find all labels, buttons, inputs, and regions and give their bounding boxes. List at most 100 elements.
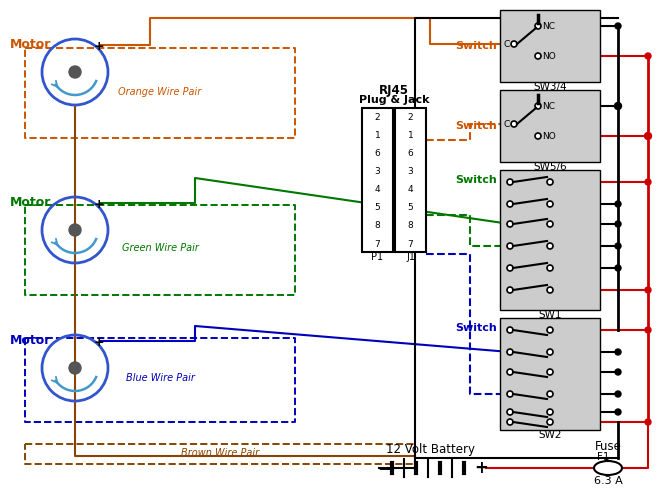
Circle shape (547, 369, 553, 375)
Text: +: + (474, 459, 488, 477)
Circle shape (547, 221, 553, 227)
Text: 6: 6 (374, 149, 380, 158)
FancyBboxPatch shape (395, 108, 426, 252)
Circle shape (645, 53, 651, 59)
Text: SW5/6: SW5/6 (533, 162, 567, 172)
Text: Green Wire Pair: Green Wire Pair (122, 243, 199, 253)
Circle shape (547, 327, 553, 333)
Text: 6: 6 (408, 149, 414, 158)
Text: 1: 1 (408, 130, 414, 139)
Circle shape (535, 133, 541, 139)
Text: 5: 5 (408, 203, 414, 212)
Circle shape (507, 287, 513, 293)
Text: SW2: SW2 (539, 430, 562, 440)
Text: 4: 4 (374, 185, 380, 194)
Text: NO: NO (542, 51, 556, 60)
FancyBboxPatch shape (500, 90, 600, 162)
Text: 7: 7 (408, 240, 414, 249)
Circle shape (547, 179, 553, 185)
Circle shape (547, 349, 553, 355)
Circle shape (507, 419, 513, 425)
Text: SW3/4: SW3/4 (533, 82, 567, 92)
Text: Brown Wire Pair: Brown Wire Pair (181, 448, 259, 458)
Circle shape (507, 179, 513, 185)
Text: Motor: Motor (11, 37, 52, 50)
Text: P1: P1 (371, 252, 384, 262)
Circle shape (615, 369, 621, 375)
Text: Motor: Motor (11, 334, 52, 347)
Circle shape (645, 132, 651, 139)
Text: −: − (377, 459, 391, 477)
Circle shape (615, 409, 621, 415)
Circle shape (535, 103, 541, 109)
Circle shape (645, 419, 651, 425)
Circle shape (615, 391, 621, 397)
Circle shape (511, 121, 517, 127)
Text: Blue Wire Pair: Blue Wire Pair (125, 373, 195, 383)
Text: NC: NC (542, 102, 555, 111)
Text: F1: F1 (597, 452, 610, 462)
Text: +: + (94, 336, 104, 349)
Circle shape (547, 201, 553, 207)
Circle shape (615, 243, 621, 249)
Text: J1: J1 (406, 252, 415, 262)
Text: 7: 7 (374, 240, 380, 249)
Circle shape (645, 287, 651, 293)
Text: Plug & Jack: Plug & Jack (359, 95, 429, 105)
Circle shape (507, 243, 513, 249)
Circle shape (507, 201, 513, 207)
Circle shape (614, 103, 622, 110)
Circle shape (547, 391, 553, 397)
Text: Fuse: Fuse (594, 440, 622, 453)
Text: 12 Volt Battery: 12 Volt Battery (386, 444, 475, 457)
Circle shape (507, 349, 513, 355)
FancyBboxPatch shape (500, 318, 600, 430)
Text: NC: NC (542, 21, 555, 30)
Circle shape (507, 409, 513, 415)
Circle shape (547, 287, 553, 293)
Text: 3: 3 (408, 167, 414, 176)
Circle shape (547, 409, 553, 415)
Text: Orange Wire Pair: Orange Wire Pair (118, 87, 202, 97)
Circle shape (507, 369, 513, 375)
Circle shape (69, 224, 81, 236)
FancyBboxPatch shape (500, 170, 600, 310)
Text: RJ45: RJ45 (379, 84, 409, 97)
Circle shape (547, 243, 553, 249)
Circle shape (645, 179, 651, 185)
Text: Switch: Switch (456, 121, 497, 131)
Circle shape (615, 349, 621, 355)
Circle shape (615, 221, 621, 227)
Text: 6.3 A: 6.3 A (594, 476, 622, 486)
Text: 4: 4 (408, 185, 413, 194)
Text: 2: 2 (408, 113, 413, 122)
Text: Motor: Motor (11, 196, 52, 209)
Circle shape (507, 265, 513, 271)
Text: C: C (504, 39, 510, 48)
Text: +: + (94, 39, 104, 52)
Text: Switch: Switch (456, 41, 497, 51)
Circle shape (507, 221, 513, 227)
FancyBboxPatch shape (500, 10, 600, 82)
Circle shape (511, 41, 517, 47)
Circle shape (615, 23, 621, 29)
Circle shape (547, 265, 553, 271)
Text: 5: 5 (374, 203, 380, 212)
Circle shape (507, 327, 513, 333)
Circle shape (507, 391, 513, 397)
Circle shape (535, 23, 541, 29)
Text: Switch: Switch (456, 175, 497, 185)
Text: 1: 1 (374, 130, 380, 139)
Circle shape (615, 265, 621, 271)
Text: 8: 8 (374, 221, 380, 231)
Text: 2: 2 (374, 113, 380, 122)
Circle shape (69, 362, 81, 374)
Text: SW1: SW1 (539, 310, 562, 320)
Circle shape (69, 66, 81, 78)
FancyBboxPatch shape (362, 108, 393, 252)
Text: C: C (504, 120, 510, 128)
Circle shape (535, 53, 541, 59)
Circle shape (645, 327, 651, 333)
Text: +: + (94, 198, 104, 211)
Circle shape (615, 201, 621, 207)
